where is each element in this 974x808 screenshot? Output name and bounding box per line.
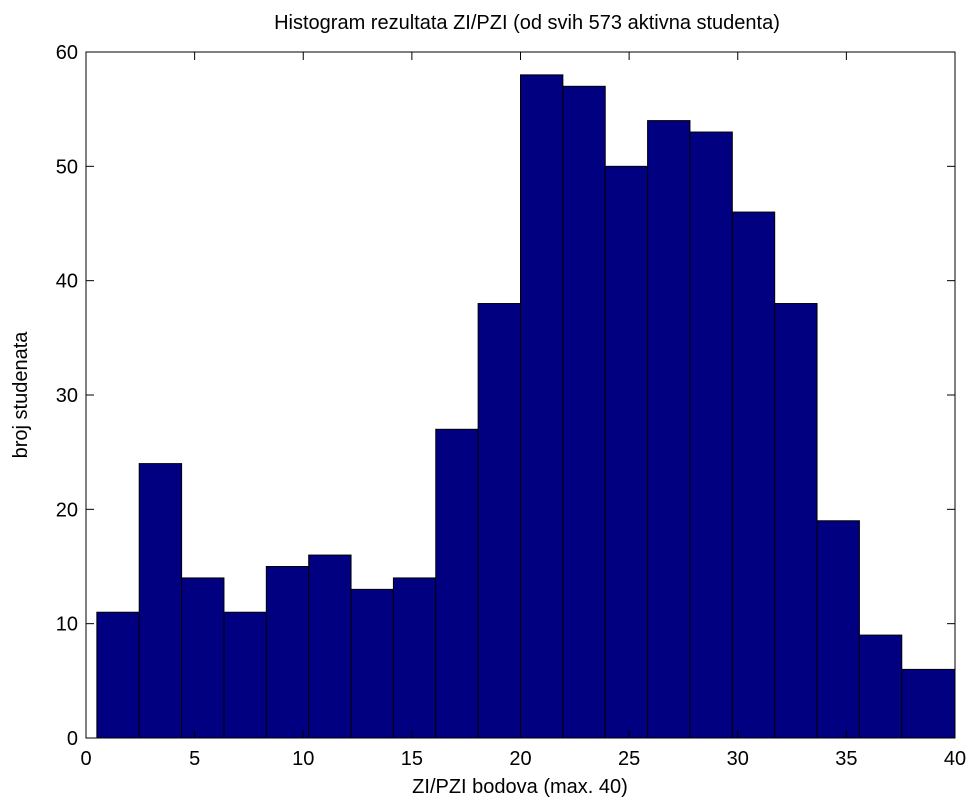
x-tick-label-3: 15	[401, 748, 423, 770]
y-tick-label-3: 30	[56, 385, 78, 407]
x-tick-label-1: 5	[189, 748, 200, 770]
bar-5	[308, 554, 352, 739]
bar-4	[265, 566, 310, 739]
y-tick-label-4: 40	[56, 271, 78, 293]
bar-0	[96, 611, 140, 739]
y-tick-label-2: 20	[56, 499, 78, 521]
x-tick-label-5: 25	[618, 748, 640, 770]
bar-13	[647, 120, 691, 739]
bar-16	[774, 303, 818, 739]
bar-3	[223, 611, 267, 739]
chart-title: Histogram rezultata ZI/PZI (od svih 573 …	[274, 12, 780, 34]
y-tick-label-5: 50	[56, 156, 78, 178]
x-axis-label: ZI/PZI bodova (max. 40)	[412, 776, 628, 798]
bar-10	[520, 74, 564, 739]
bar-6	[350, 588, 394, 739]
x-tick-label-7: 35	[835, 748, 857, 770]
bar-14	[689, 131, 733, 739]
bar-19	[901, 668, 956, 739]
bar-2	[181, 577, 225, 739]
bar-18	[858, 634, 903, 739]
bar-15	[731, 211, 776, 739]
bars-group	[96, 74, 956, 739]
bar-17	[816, 520, 860, 739]
x-tick-label-6: 30	[727, 748, 749, 770]
plot-frame	[85, 51, 956, 739]
x-tick-label-8: 40	[944, 748, 966, 770]
bar-7	[392, 577, 437, 739]
bar-8	[435, 428, 479, 739]
y-tick-label-6: 60	[56, 42, 78, 64]
y-axis-label: broj studenata	[10, 331, 32, 459]
bar-1	[138, 463, 183, 739]
bar-11	[562, 85, 606, 739]
x-tick-label-4: 20	[509, 748, 531, 770]
x-tick-label-2: 10	[292, 748, 314, 770]
bar-9	[477, 303, 522, 739]
bar-12	[604, 165, 649, 739]
x-tick-label-0: 0	[80, 748, 91, 770]
y-tick-label-1: 10	[56, 614, 78, 636]
y-tick-label-0: 0	[67, 728, 78, 750]
